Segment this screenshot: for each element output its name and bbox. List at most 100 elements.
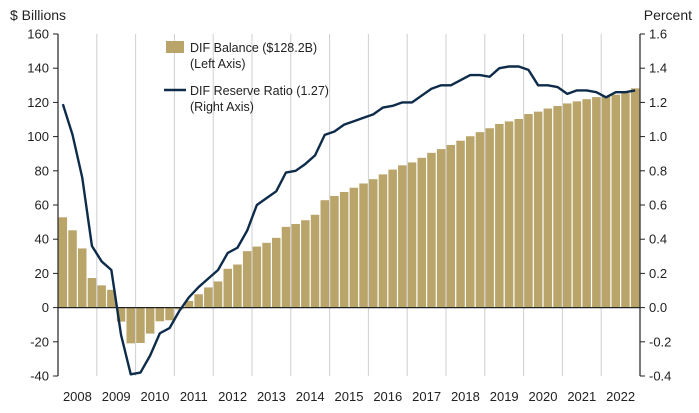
- right-tick-label: 0.8: [649, 163, 667, 178]
- left-tick-label: 60: [35, 198, 49, 213]
- legend-line-label-line1: DIF Reserve Ratio (1.27): [190, 84, 329, 98]
- bar-2011Q1: [175, 307, 184, 310]
- bar-2008Q1: [58, 217, 68, 308]
- bar-2020Q2: [533, 111, 543, 308]
- bar-2008Q4: [87, 278, 97, 308]
- bar-2020Q1: [524, 114, 533, 308]
- bar-2014Q3: [310, 214, 320, 308]
- label-layer: -40 -20 0 20 40 60 80 100 120 140 160 -0.4 -0.2 0.0 0.…: [27, 27, 671, 405]
- bar-2022Q1: [601, 96, 611, 308]
- bar-2017Q3: [427, 152, 436, 308]
- right-tick-label: 1.2: [649, 95, 667, 110]
- bar-2010Q1: [136, 307, 145, 343]
- bar-2019Q2: [495, 123, 504, 308]
- bar-2010Q2: [145, 307, 155, 334]
- reserve-ratio-line: [61, 65, 636, 376]
- left-tick-label: -20: [30, 334, 49, 349]
- bar-2022Q2: [611, 94, 620, 308]
- bar-2017Q4: [436, 149, 446, 308]
- legend: DIF Balance ($128.2B) (Left Axis) DIF Re…: [164, 41, 329, 114]
- right-tick-label: -0.4: [649, 369, 671, 384]
- bar-2016Q3: [388, 169, 397, 308]
- x-tick-label-2010: 2010: [141, 389, 170, 404]
- bar-2015Q2: [339, 192, 349, 308]
- bar-2021Q2: [572, 101, 582, 308]
- bar-2012Q3: [233, 264, 242, 308]
- bar-2009Q1: [97, 285, 106, 308]
- x-tick-label-2020: 2020: [529, 389, 558, 404]
- x-tick-label-2021: 2021: [567, 389, 596, 404]
- bar-2020Q4: [553, 105, 562, 308]
- bar-2017Q1: [407, 162, 417, 308]
- x-tick-label-2018: 2018: [451, 389, 480, 404]
- left-tick-label: 100: [27, 129, 49, 144]
- x-tick-label-2019: 2019: [490, 389, 519, 404]
- bar-2018Q2: [456, 140, 465, 308]
- bar-2012Q4: [242, 251, 252, 308]
- bar-2015Q4: [359, 183, 368, 308]
- left-tick-label: -40: [30, 369, 49, 384]
- bar-2018Q4: [475, 132, 485, 308]
- line-layer: [61, 65, 636, 376]
- left-tick-label: 140: [27, 61, 49, 76]
- right-tick-label: 0.0: [649, 300, 667, 315]
- right-tick-label: 1.0: [649, 129, 667, 144]
- bar-2013Q2: [262, 242, 271, 308]
- x-tick-label-2012: 2012: [218, 389, 247, 404]
- left-tick-label: 80: [35, 163, 49, 178]
- right-axis-title: Percent: [644, 7, 692, 23]
- x-tick-label-2016: 2016: [373, 389, 402, 404]
- bar-2008Q2: [68, 230, 77, 308]
- bar-2016Q2: [378, 174, 388, 308]
- bar-2016Q1: [369, 179, 378, 308]
- bar-2020Q3: [543, 108, 553, 308]
- bar-2009Q4: [126, 307, 135, 344]
- bar-2009Q3: [116, 307, 126, 322]
- bar-2012Q2: [223, 268, 232, 308]
- bar-2014Q1: [291, 223, 300, 308]
- bar-2011Q2: [184, 300, 194, 308]
- right-tick-label: 0.2: [649, 266, 667, 281]
- right-tick-label: 0.6: [649, 198, 667, 213]
- bar-2022Q4: [630, 88, 640, 308]
- right-tick-label: 0.4: [649, 232, 667, 247]
- x-tick-label-2013: 2013: [257, 389, 286, 404]
- bar-2016Q4: [398, 165, 407, 308]
- bar-2018Q3: [466, 136, 475, 308]
- bar-2019Q1: [485, 128, 494, 308]
- bar-2019Q4: [514, 118, 523, 308]
- x-tick-label-2022: 2022: [606, 389, 635, 404]
- bar-2021Q4: [592, 97, 601, 308]
- bar-2018Q1: [446, 144, 456, 308]
- bar-2017Q2: [417, 157, 426, 308]
- left-tick-label: 40: [35, 232, 49, 247]
- bar-2010Q4: [165, 307, 174, 321]
- bar-2011Q4: [204, 287, 213, 308]
- bar-2009Q2: [107, 289, 116, 308]
- right-tick-label: 1.4: [649, 61, 667, 76]
- bar-2010Q3: [155, 307, 165, 322]
- bar-2014Q4: [320, 200, 329, 308]
- bar-2012Q1: [213, 281, 223, 308]
- axis-layer: [53, 33, 645, 377]
- legend-line-label-line2: (Right Axis): [190, 100, 254, 114]
- left-axis-title: $ Billions: [10, 7, 66, 23]
- legend-bar-label-line2: (Left Axis): [190, 57, 246, 71]
- bar-2008Q3: [78, 248, 87, 308]
- right-tick-label: 1.6: [649, 27, 667, 42]
- bar-2019Q3: [504, 121, 514, 308]
- x-tick-label-2008: 2008: [63, 389, 92, 404]
- bar-2021Q1: [563, 103, 572, 308]
- bar-2013Q4: [281, 226, 291, 308]
- legend-bar-swatch: [166, 41, 184, 53]
- bar-2013Q1: [252, 246, 262, 308]
- bar-2021Q3: [582, 99, 591, 308]
- x-tick-label-2011: 2011: [180, 389, 208, 404]
- bar-2013Q3: [272, 237, 281, 308]
- x-tick-label-2015: 2015: [335, 389, 364, 404]
- legend-bar-label-line1: DIF Balance ($128.2B): [190, 41, 317, 55]
- bar-2015Q3: [349, 187, 359, 308]
- grid-layer: [96, 34, 602, 376]
